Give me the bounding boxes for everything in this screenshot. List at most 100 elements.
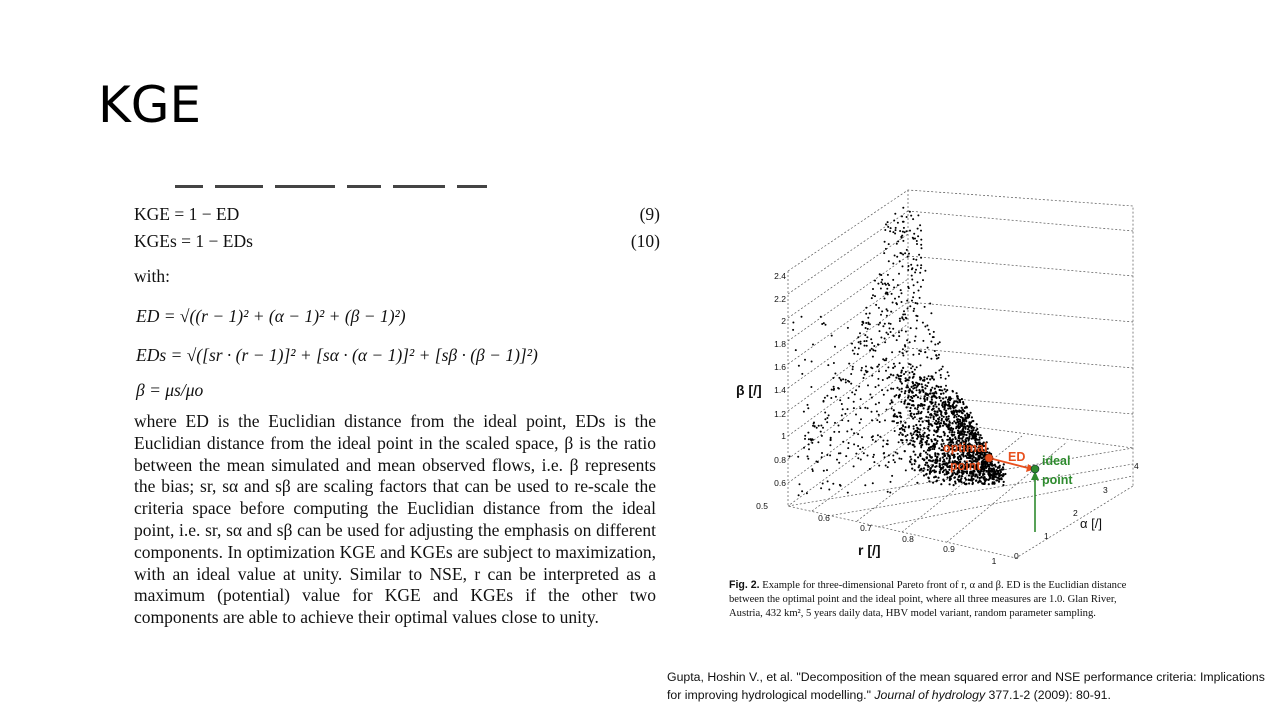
- scatter-point: [977, 468, 980, 471]
- scatter-point: [926, 393, 929, 396]
- scatter-point: [966, 428, 970, 431]
- scatter-point: [985, 441, 988, 444]
- scatter-point: [923, 376, 926, 379]
- scatter-point: [952, 427, 955, 430]
- scatter-point: [871, 342, 874, 344]
- scatter-point: [958, 399, 961, 402]
- scatter-point: [904, 390, 907, 393]
- scatter-point: [868, 312, 871, 315]
- scatter-point: [920, 417, 923, 420]
- scatter-point: [952, 401, 955, 405]
- scatter-point: [932, 434, 935, 436]
- scatter-point: [905, 216, 908, 218]
- scatter-point: [910, 214, 913, 217]
- scatter-point: [964, 442, 967, 445]
- scatter-point: [838, 376, 841, 379]
- scatter-point: [937, 407, 940, 410]
- scatter-point: [932, 330, 935, 333]
- scatter-point: [852, 400, 855, 403]
- scatter-point: [917, 412, 920, 415]
- scatter-point: [881, 389, 883, 392]
- scatter-point: [920, 467, 923, 470]
- scatter-point: [935, 465, 938, 468]
- scatter-point: [808, 448, 810, 451]
- scatter-point: [952, 407, 955, 410]
- z-tick: 1.2: [774, 409, 786, 419]
- scatter-point: [962, 435, 965, 438]
- y-tick: 2: [1073, 508, 1078, 518]
- scatter-point: [919, 285, 922, 288]
- scatter-point: [970, 475, 973, 478]
- scatter-point: [911, 443, 914, 446]
- scatter-point: [928, 480, 931, 483]
- scatter-point: [963, 433, 966, 436]
- scatter-point: [964, 427, 967, 430]
- scatter-point: [838, 430, 841, 433]
- scatter-point: [962, 444, 965, 447]
- scatter-point: [967, 466, 970, 469]
- scatter-point: [1001, 466, 1005, 469]
- scatter-point: [862, 452, 865, 455]
- scatter-point: [851, 391, 854, 394]
- scatter-point: [899, 289, 902, 292]
- ed-label: ED: [1008, 450, 1025, 464]
- scatter-point: [977, 456, 980, 459]
- scatter-point: [932, 459, 935, 462]
- scatter-point: [949, 466, 952, 469]
- scatter-point: [919, 271, 922, 274]
- scatter-point: [884, 419, 886, 422]
- z-tick: 2.4: [774, 271, 786, 281]
- scatter-point: [928, 446, 931, 449]
- scatter-point: [934, 438, 937, 441]
- scatter-point: [915, 381, 918, 384]
- scatter-point: [965, 439, 968, 443]
- scatter-point: [925, 457, 928, 460]
- scatter-point: [939, 457, 942, 460]
- scatter-point: [892, 454, 895, 457]
- scatter-point: [898, 331, 900, 334]
- scatter-point: [815, 426, 818, 429]
- scatter-point: [926, 398, 929, 401]
- scatter-point: [920, 383, 923, 386]
- scatter-point: [859, 407, 862, 410]
- formula-beta: β = μs/μo: [136, 380, 204, 400]
- scatter-point: [879, 435, 882, 438]
- scatter-point: [937, 476, 940, 479]
- scatter-point: [850, 373, 853, 375]
- scatter-point: [953, 416, 956, 419]
- scatter-point: [833, 430, 836, 433]
- scatter-point: [900, 329, 903, 332]
- scatter-point: [908, 460, 911, 463]
- scatter-point: [893, 286, 896, 289]
- scatter-point: [861, 323, 864, 326]
- scatter-point: [888, 284, 891, 287]
- scatter-point: [945, 457, 948, 460]
- scatter-point: [936, 426, 939, 429]
- scatter-point: [959, 444, 963, 447]
- scatter-point: [885, 331, 888, 334]
- scatter-point: [949, 407, 952, 410]
- scatter-point: [936, 427, 940, 431]
- scatter-point: [920, 238, 923, 241]
- scatter-point: [957, 458, 960, 461]
- scatter-point: [813, 421, 815, 424]
- scatter-point: [946, 404, 949, 407]
- scatter-point: [866, 327, 869, 330]
- scatter-point: [853, 393, 856, 396]
- scatter-point: [959, 450, 962, 453]
- scatter-point: [863, 344, 866, 347]
- scatter-point: [832, 385, 835, 388]
- scatter-point: [920, 439, 923, 442]
- scatter-point: [826, 421, 829, 424]
- scatter-point: [913, 383, 917, 387]
- scatter-point: [866, 454, 869, 457]
- scatter-point: [900, 390, 903, 393]
- scatter-point: [985, 469, 988, 473]
- scatter-point: [887, 454, 890, 457]
- scatter-point: [922, 469, 925, 472]
- scatter-point: [955, 448, 958, 451]
- scatter-point: [956, 413, 959, 416]
- scatter-point: [794, 349, 797, 352]
- scatter-point: [878, 401, 880, 404]
- scatter-point: [836, 458, 838, 461]
